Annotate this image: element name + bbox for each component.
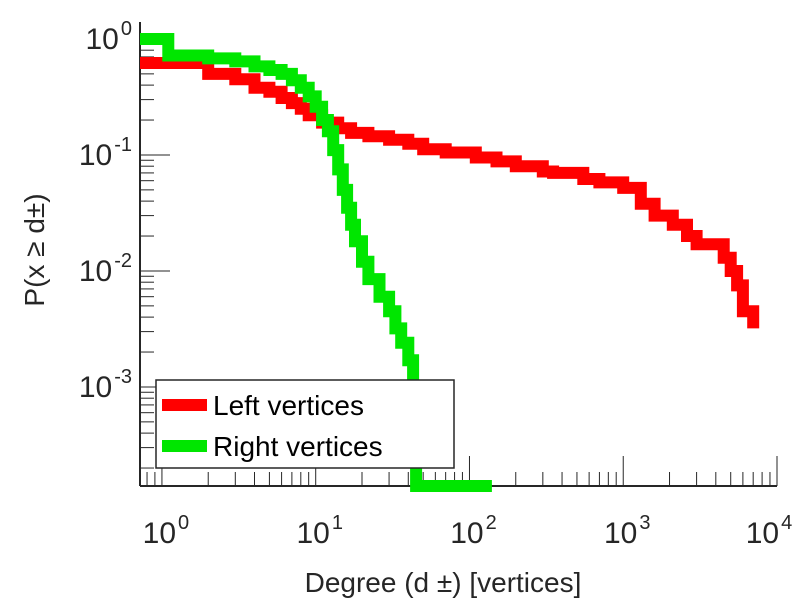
legend-label-left: Left vertices (213, 390, 364, 421)
y-tick-label: 10 -1 (79, 134, 132, 172)
y-tick-label: 10 -3 (79, 366, 132, 404)
x-tick-labels: 10 0 10 1 10 2 10 3 10 4 (143, 512, 793, 550)
y-tick-label: 10 0 (86, 18, 133, 56)
x-axis-label: Degree (d ±) [vertices] (305, 567, 582, 598)
y-tick-label: 10 -2 (79, 250, 132, 288)
x-tick-label: 10 3 (604, 512, 651, 550)
series-layer (140, 33, 760, 492)
legend-label-right: Right vertices (213, 431, 383, 462)
series-line-right-vertices (140, 33, 492, 492)
y-axis-label: P(x ≥ d±) (19, 193, 50, 306)
series-line-left-vertices (140, 57, 760, 329)
x-tick-label: 10 2 (450, 512, 497, 550)
x-tick-label: 10 1 (296, 512, 343, 550)
x-tick-label: 10 4 (746, 512, 793, 550)
legend: Left vertices Right vertices (155, 379, 455, 469)
x-tick-label: 10 0 (143, 512, 190, 550)
legend-box (155, 379, 455, 469)
